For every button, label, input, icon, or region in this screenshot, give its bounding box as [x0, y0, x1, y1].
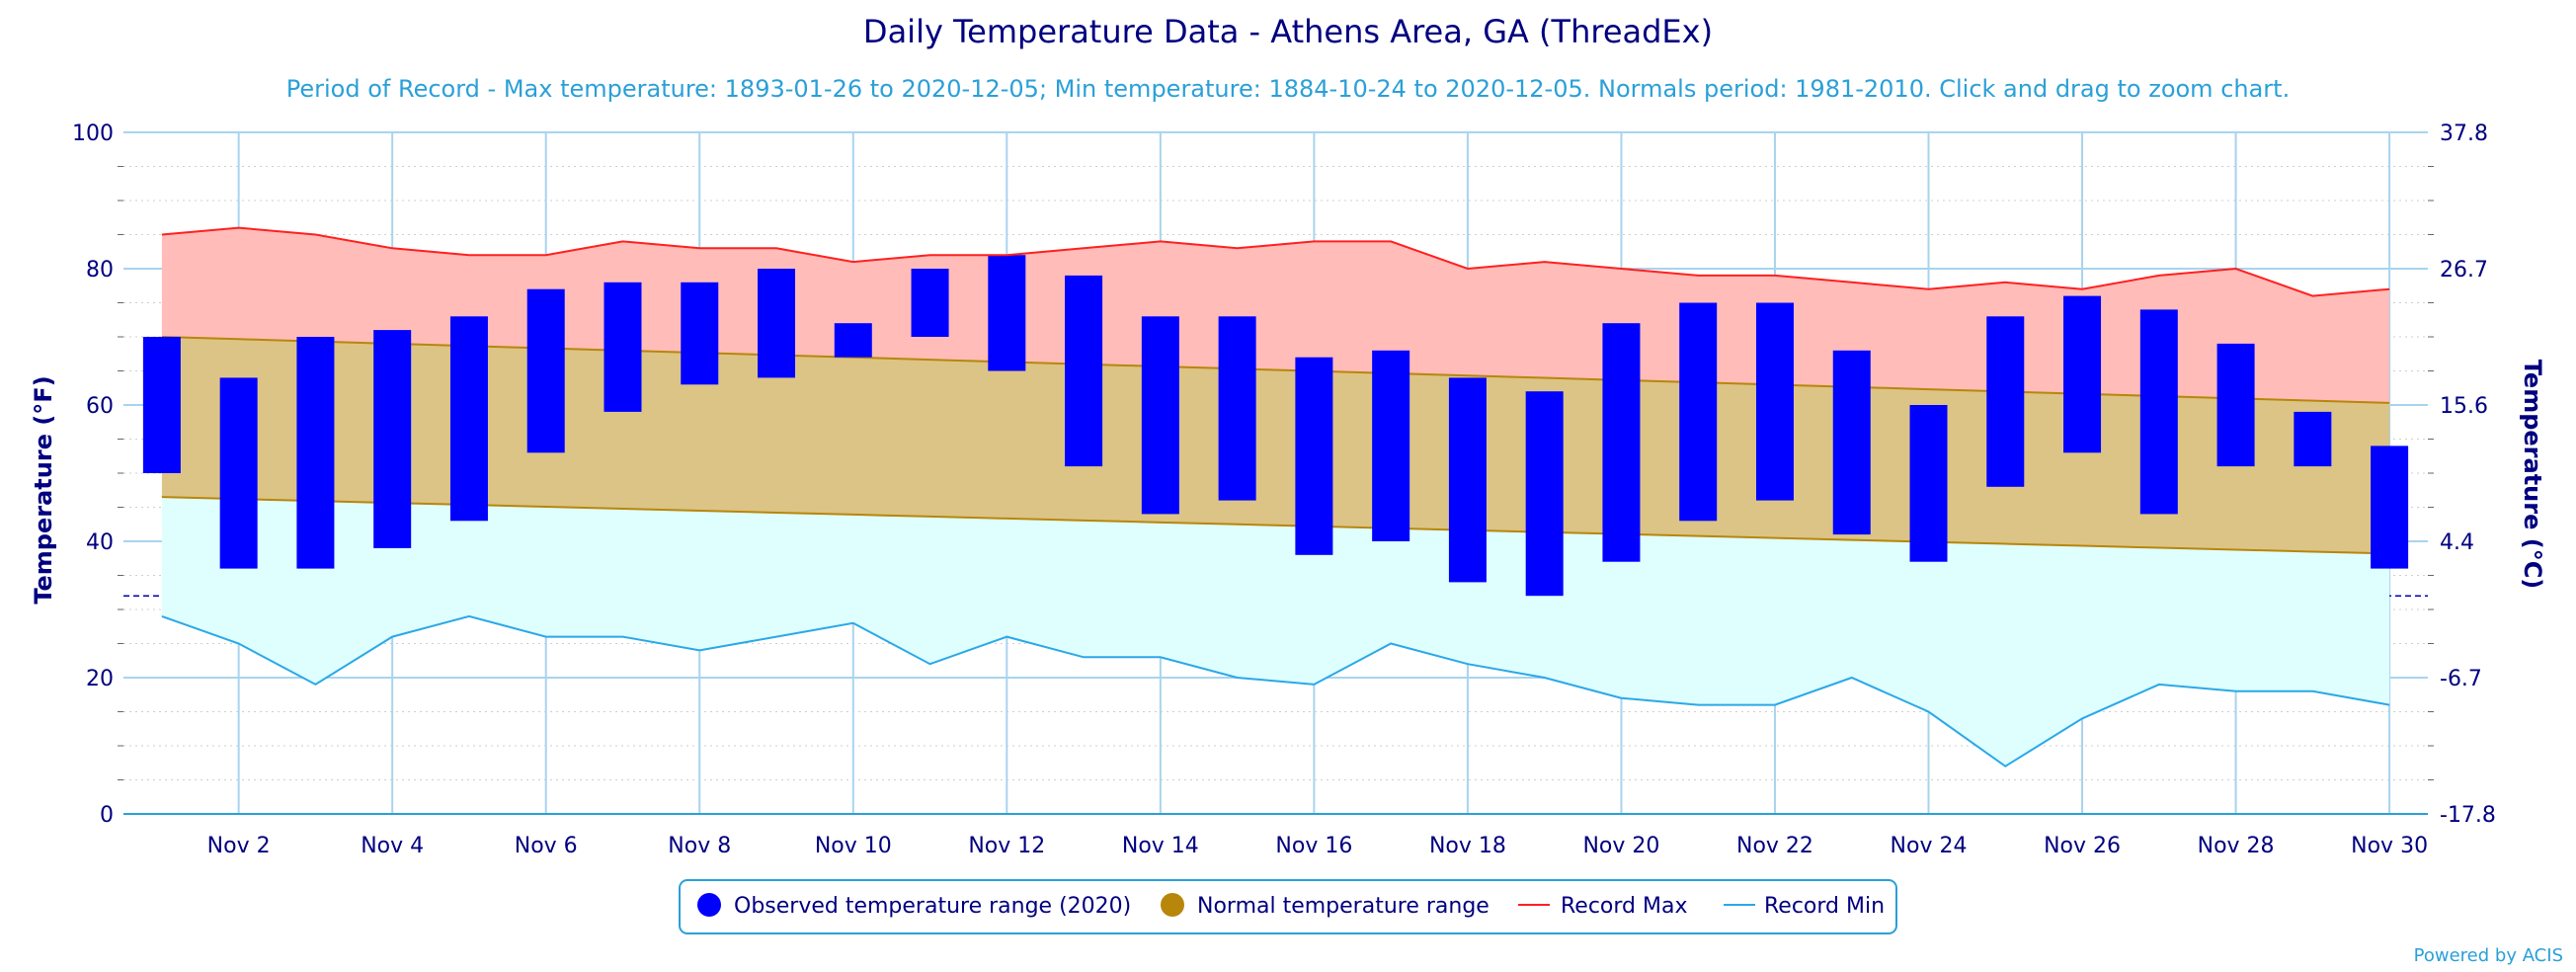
observed-bar [1909, 405, 1948, 562]
x-tick-label: Nov 4 [361, 834, 424, 858]
observed-bars [142, 255, 2409, 597]
observed-bar [604, 282, 642, 412]
x-tick-label: Nov 28 [2198, 834, 2275, 858]
chart-title: Daily Temperature Data - Athens Area, GA… [863, 13, 1713, 50]
y-tick-label-left: 100 [72, 122, 114, 146]
legend-label-record-max: Record Max [1561, 894, 1688, 919]
y-axis-title-right: Temperature (°C) [2519, 360, 2546, 590]
range-areas [161, 227, 2390, 767]
x-tick-label: Nov 6 [515, 834, 578, 858]
record-lines [161, 226, 2390, 768]
y-tick-label-left: 80 [86, 258, 114, 283]
observed-bar [449, 316, 488, 522]
x-tick-label: Nov 14 [1122, 834, 1199, 858]
observed-bar [681, 282, 719, 385]
x-tick-label: Nov 18 [1429, 834, 1506, 858]
record-min-area [161, 497, 2390, 767]
x-tick-label: Nov 26 [2044, 834, 2121, 858]
chart-subtitle: Period of Record - Max temperature: 1893… [286, 75, 2290, 103]
observed-bar [1679, 302, 1718, 522]
normal-range-area [161, 337, 2390, 554]
observed-bar [1372, 350, 1410, 541]
observed-bar [1295, 357, 1333, 555]
observed-bar [834, 323, 872, 358]
credit-link[interactable]: Powered by ACIS [2414, 945, 2563, 966]
record-max-line [161, 226, 2390, 297]
record-min-line [161, 614, 2390, 768]
legend-item-normal[interactable]: Normal temperature range [1161, 893, 1489, 919]
y-tick-label-right: -17.8 [2440, 803, 2496, 828]
observed-bar [1755, 302, 1794, 501]
x-tick-label: Nov 20 [1582, 834, 1659, 858]
axes: 0 -17.8 20 -6.7 40 4.4 60 15.6 80 26.7 100 37.8 Nov … [72, 122, 2496, 858]
y-axis-title-left: Temperature (°F) [30, 375, 57, 604]
x-tick-label: Nov 16 [1275, 834, 1352, 858]
observed-bar [758, 269, 796, 378]
observed-bar [1986, 316, 2025, 487]
y-tick-label-left: 60 [86, 394, 114, 419]
legend-item-observed[interactable]: Observed temperature range (2020) [697, 893, 1131, 919]
x-tick-label: Nov 24 [1891, 834, 1968, 858]
x-tick-label: Nov 10 [815, 834, 892, 858]
x-tick-label: Nov 2 [207, 834, 271, 858]
observed-bar [373, 330, 412, 548]
legend-marker-observed [697, 893, 721, 917]
normal-low-line [161, 496, 2390, 555]
observed-bar [1602, 323, 1641, 562]
observed-bar [1832, 350, 1871, 535]
observed-bar [142, 337, 181, 473]
observed-bar [2371, 446, 2409, 569]
observed-bar [2294, 411, 2332, 467]
x-tick-label: Nov 22 [1736, 834, 1813, 858]
legend: Observed temperature range (2020) Normal… [679, 879, 1897, 934]
y-tick-label-right: 15.6 [2440, 394, 2488, 419]
observed-bar [526, 288, 565, 453]
observed-bar [296, 337, 335, 569]
y-tick-label-left: 20 [86, 667, 114, 691]
observed-bar [1448, 377, 1487, 583]
legend-box [679, 879, 1897, 934]
legend-item-record-min[interactable]: Record Min [1724, 894, 1885, 919]
legend-label-observed: Observed temperature range (2020) [734, 894, 1131, 919]
legend-label-record-min: Record Min [1764, 894, 1885, 919]
observed-bar [2216, 343, 2255, 467]
observed-bar [219, 377, 258, 569]
observed-bar [911, 269, 949, 337]
record-max-area [161, 227, 2390, 403]
y-tick-label-left: 40 [86, 530, 114, 555]
observed-bar [2063, 295, 2102, 453]
y-tick-label-left: 0 [100, 803, 114, 828]
legend-item-record-max[interactable]: Record Max [1518, 894, 1688, 919]
x-tick-label: Nov 12 [968, 834, 1045, 858]
y-tick-label-right: 4.4 [2440, 530, 2474, 555]
legend-label-normal: Normal temperature range [1197, 894, 1489, 919]
y-tick-label-right: 37.8 [2440, 122, 2488, 146]
y-tick-label-right: 26.7 [2440, 258, 2488, 283]
observed-bar [1065, 275, 1103, 467]
observed-bar [1141, 316, 1179, 515]
observed-bar [1218, 316, 1256, 501]
observed-bar [2139, 309, 2178, 515]
x-tick-label: Nov 8 [668, 834, 731, 858]
y-tick-label-right: -6.7 [2440, 667, 2482, 691]
x-tick-label: Nov 30 [2351, 834, 2428, 858]
observed-bar [988, 255, 1026, 371]
legend-marker-normal [1161, 893, 1184, 917]
observed-bar [1525, 391, 1564, 597]
